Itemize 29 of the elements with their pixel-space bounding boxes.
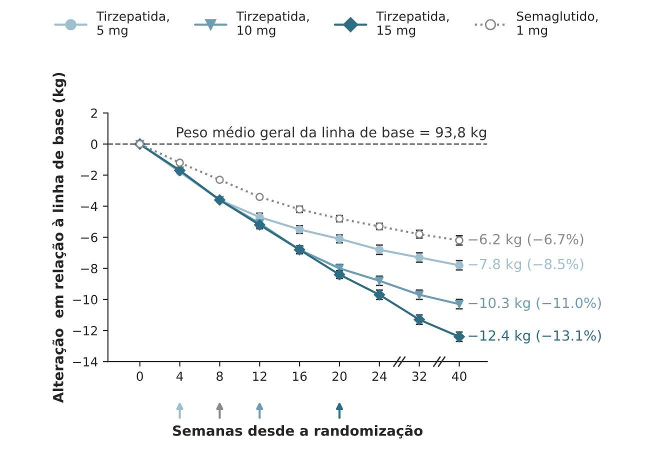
x-tick-label: 4 [176, 372, 184, 381]
x-tick-label: 0 [136, 372, 143, 381]
annotation: −6.2 kg (−6.7%) [468, 234, 584, 248]
y-tick-label: 0 [91, 140, 98, 149]
y-tick-label: −12 [73, 326, 97, 336]
annotation: −7.8 kg (−8.5%) [468, 258, 584, 272]
annotation: Peso médio geral da linha de base = 93,8 kg [176, 126, 486, 140]
x-axis-title: Semanas desde a randomização [173, 424, 423, 438]
annotation: −12.4 kg (−13.1%) [468, 330, 601, 344]
y-tick-label: −10 [73, 294, 98, 304]
x-tick-label: 24 [372, 372, 387, 381]
x-tick-label: 40 [452, 372, 466, 381]
y-tick-label: −6 [81, 232, 98, 242]
x-tick-label: 32 [412, 372, 426, 381]
y-tick-label: −2 [81, 170, 97, 180]
legend-label: Tirzepatida, 15 mg [376, 11, 449, 38]
legend-label: Semaglutido, 1 mg [516, 11, 598, 38]
y-tick-label: −4 [81, 202, 98, 211]
annotation: −10.3 kg (−11.0%) [468, 297, 601, 311]
x-tick-label: 16 [292, 372, 307, 381]
y-tick-label: −8 [81, 264, 98, 274]
legend-label: Tirzepatida, 5 mg [96, 11, 169, 38]
y-tick-label: −14 [73, 357, 98, 366]
x-tick-label: 20 [332, 372, 347, 381]
y-tick-label: 2 [91, 108, 97, 118]
x-tick-label: 8 [216, 372, 223, 381]
y-axis-title: Alteração em relação à linha de base (kg) [52, 72, 66, 403]
legend-label: Tirzepatida, 10 mg [236, 11, 309, 38]
x-tick-label: 12 [253, 372, 266, 381]
